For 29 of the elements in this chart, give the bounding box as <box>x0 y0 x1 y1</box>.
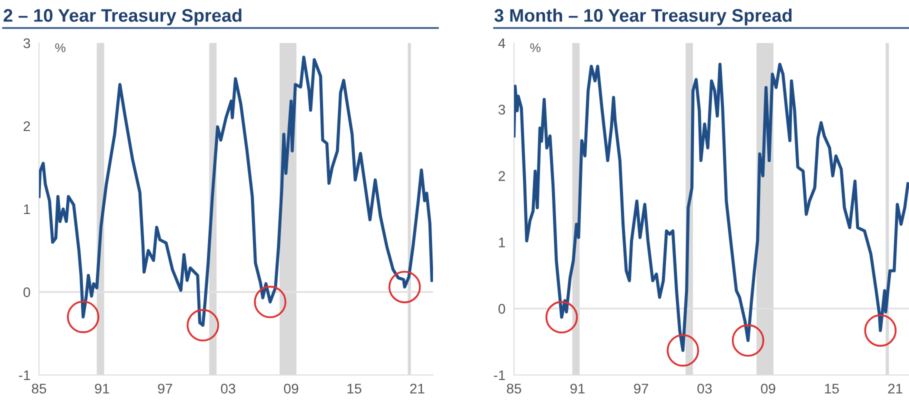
x-tick-label: 09 <box>760 384 776 394</box>
x-tick-label: 15 <box>825 384 839 394</box>
x-tick-label: 03 <box>220 384 236 394</box>
x-tick-label: 91 <box>570 384 585 394</box>
x-tick-label: 91 <box>94 384 110 394</box>
y-tick-label: -1 <box>18 370 30 380</box>
y-tick-label: 3 <box>23 38 30 48</box>
x-tick-label: 21 <box>888 384 902 394</box>
y-tick-label: 1 <box>24 204 30 214</box>
y-tick-label: 1 <box>499 238 505 248</box>
y-tick-label: -1 <box>494 370 505 380</box>
y-tick-label: 0 <box>23 287 30 298</box>
y-tick-label: 2 <box>24 121 30 132</box>
y-tick-label: 2 <box>498 171 505 181</box>
x-tick-label: 09 <box>284 384 298 394</box>
y-axis-title: % <box>55 43 66 52</box>
chart-title: 3 Month – 10 Year Treasury Spread <box>494 8 792 26</box>
x-tick-label: 97 <box>158 384 172 394</box>
chart-title: 2 – 10 Year Treasury Spread <box>4 8 242 26</box>
x-tick-label: 97 <box>634 384 648 394</box>
y-tick-label: 4 <box>498 38 506 48</box>
y-tick-label: 3 <box>498 104 506 115</box>
x-tick-label: 85 <box>32 384 46 394</box>
x-tick-label: 85 <box>506 384 522 394</box>
x-tick-label: 21 <box>410 384 424 394</box>
y-tick-label: 0 <box>498 304 506 314</box>
x-tick-label: 15 <box>348 384 362 394</box>
x-tick-label: 03 <box>697 384 712 394</box>
y-axis-title: % <box>530 43 540 52</box>
